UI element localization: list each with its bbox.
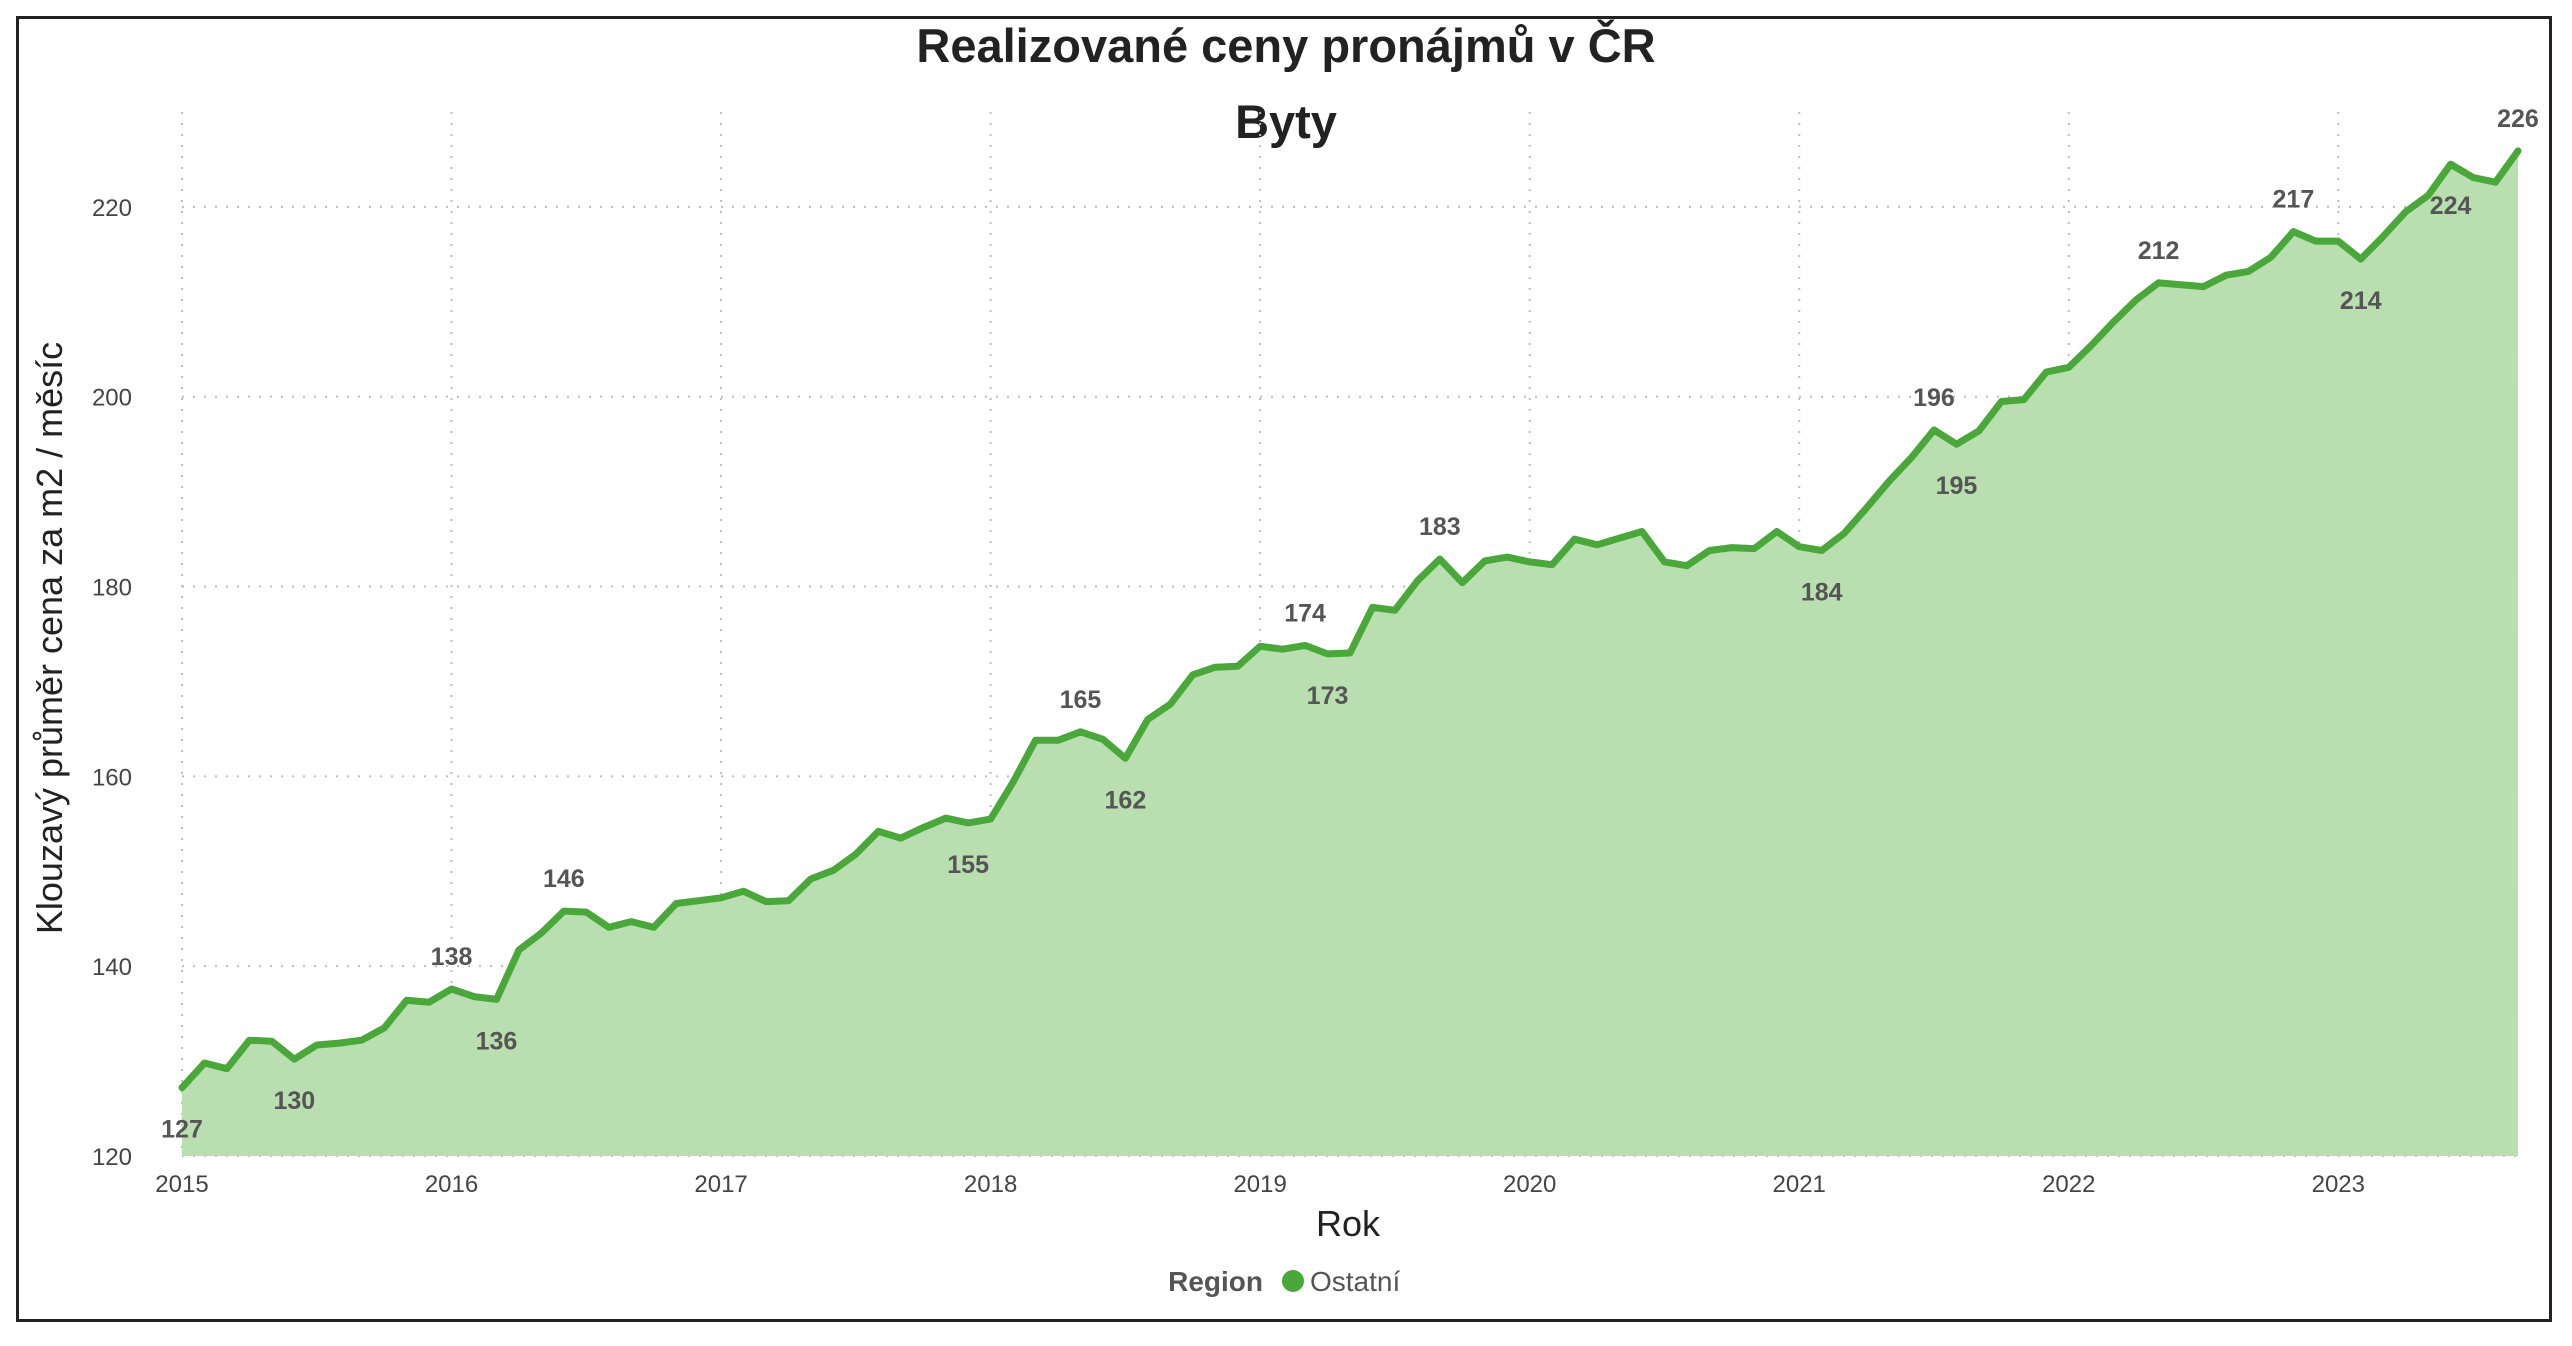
x-tick-label: 2015: [155, 1171, 208, 1198]
legend-label-ostatni: Ostatní: [1310, 1266, 1400, 1297]
series-line-ostatni: [178, 147, 2522, 1092]
tick-layer: 120 140 160 180 200 220 2015 2016 2017 2018 2019 20…: [92, 195, 2365, 1198]
data-label: 214: [2340, 287, 2382, 315]
data-label: 173: [1307, 682, 1349, 710]
data-label: 174: [1284, 599, 1326, 627]
y-tick-label: 140: [92, 954, 132, 981]
data-label: 195: [1936, 472, 1978, 500]
data-label: 183: [1419, 513, 1461, 541]
legend: Region Ostatní: [1168, 1266, 1400, 1297]
y-tick-label: 200: [92, 385, 132, 412]
data-label: 127: [161, 1116, 203, 1144]
x-tick-label: 2023: [2312, 1171, 2365, 1198]
y-tick-label: 120: [92, 1144, 132, 1171]
area-layer: [178, 147, 2522, 1156]
chart-title: Realizované ceny pronájmů v ČR: [916, 19, 1655, 72]
data-label: 212: [2138, 237, 2180, 265]
legend-title: Region: [1168, 1266, 1263, 1297]
data-label: 226: [2497, 105, 2539, 133]
x-axis-label: Rok: [1316, 1203, 1381, 1244]
x-tick-label: 2022: [2042, 1171, 2095, 1198]
data-label: 162: [1105, 786, 1147, 814]
x-tick-label: 2020: [1503, 1171, 1556, 1198]
data-label: 217: [2273, 186, 2315, 214]
data-label: 196: [1913, 384, 1955, 412]
y-axis-label: Klouzavý průměr cena za m2 / měsíc: [29, 342, 70, 934]
data-label: 136: [476, 1027, 518, 1055]
data-label: 165: [1060, 686, 1102, 714]
x-tick-label: 2021: [1773, 1171, 1826, 1198]
x-tick-label: 2019: [1233, 1171, 1286, 1198]
data-label: 130: [273, 1087, 315, 1115]
data-label: 224: [2430, 192, 2472, 220]
x-tick-label: 2018: [964, 1171, 1017, 1198]
y-tick-label: 180: [92, 575, 132, 602]
y-tick-label: 160: [92, 764, 132, 791]
legend-marker-ostatni: [1282, 1270, 1304, 1292]
y-tick-label: 220: [92, 195, 132, 222]
x-tick-label: 2017: [694, 1171, 747, 1198]
chart-subtitle: Byty: [1235, 95, 1337, 148]
data-label: 155: [947, 851, 989, 879]
data-label: 138: [431, 943, 473, 971]
data-label: 184: [1801, 578, 1843, 606]
data-label: 146: [543, 865, 585, 893]
data-label-layer: 127 130 138 136 146 155 165 162 174 173 183 184 196 1…: [161, 105, 2539, 1144]
x-tick-label: 2016: [425, 1171, 478, 1198]
